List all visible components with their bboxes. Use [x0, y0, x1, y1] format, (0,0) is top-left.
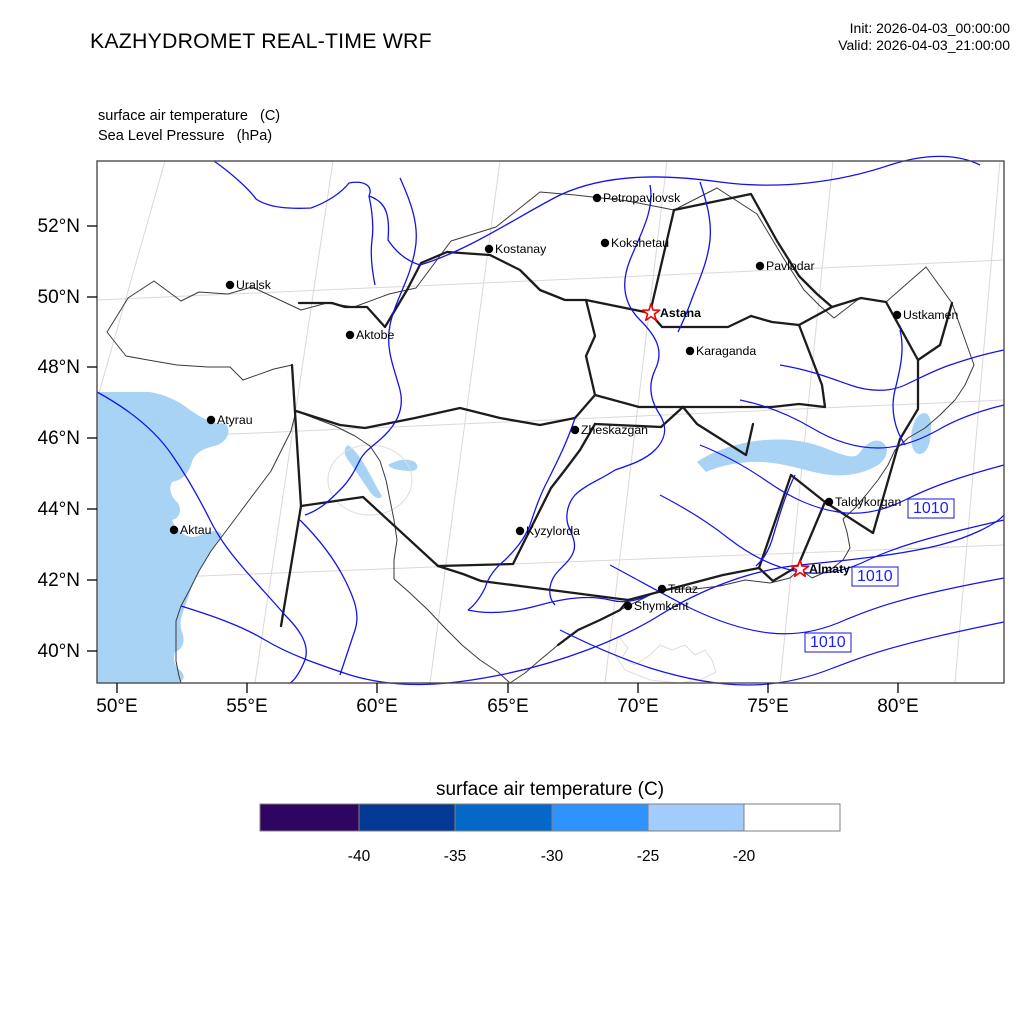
svg-text:Aktobe: Aktobe — [356, 328, 394, 342]
svg-text:1010: 1010 — [810, 634, 846, 651]
svg-text:48°N: 48°N — [38, 357, 80, 378]
svg-text:Astana: Astana — [660, 306, 701, 320]
svg-text:Taldykorgan: Taldykorgan — [835, 495, 901, 509]
svg-text:Uralsk: Uralsk — [236, 278, 272, 292]
svg-text:Taraz: Taraz — [668, 582, 698, 596]
svg-text:Kokshetau: Kokshetau — [611, 236, 669, 250]
svg-text:60°E: 60°E — [356, 696, 397, 717]
svg-text:55°E: 55°E — [226, 696, 267, 717]
svg-text:Petropavlovsk: Petropavlovsk — [603, 191, 681, 205]
svg-text:Ustkamen: Ustkamen — [903, 308, 959, 322]
svg-text:42°N: 42°N — [38, 570, 80, 591]
svg-text:Karaganda: Karaganda — [696, 344, 756, 358]
svg-text:Shymkent: Shymkent — [634, 599, 689, 613]
svg-text:44°N: 44°N — [38, 499, 80, 520]
svg-text:52°N: 52°N — [38, 216, 80, 237]
svg-text:50°E: 50°E — [96, 696, 137, 717]
svg-text:65°E: 65°E — [487, 696, 528, 717]
svg-text:Aktau: Aktau — [180, 523, 212, 537]
svg-text:1010: 1010 — [913, 500, 949, 517]
svg-text:75°E: 75°E — [747, 696, 788, 717]
svg-text:70°E: 70°E — [617, 696, 658, 717]
svg-text:40°N: 40°N — [38, 641, 80, 662]
svg-text:Almaty: Almaty — [809, 562, 850, 576]
svg-text:Kyzylorda: Kyzylorda — [526, 524, 580, 538]
svg-text:50°N: 50°N — [38, 287, 80, 308]
svg-text:Kostanay: Kostanay — [495, 242, 547, 256]
svg-text:1010: 1010 — [857, 568, 893, 585]
svg-text:80°E: 80°E — [877, 696, 918, 717]
svg-text:Zheskazgan: Zheskazgan — [581, 423, 648, 437]
svg-text:Atyrau: Atyrau — [217, 413, 253, 427]
svg-text:Pavlodar: Pavlodar — [766, 259, 815, 273]
svg-text:46°N: 46°N — [38, 428, 80, 449]
